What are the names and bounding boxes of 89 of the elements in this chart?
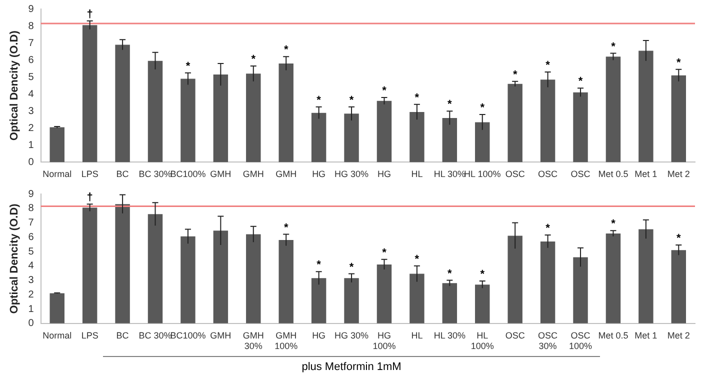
x-tick-label: GMH 100% — [274, 330, 298, 352]
data-label: * — [382, 246, 388, 259]
x-tick-label: Normal — [42, 169, 72, 180]
x-tick-label: GMH — [242, 169, 264, 180]
x-tick-label: OSC — [505, 169, 526, 180]
x-tick-label: HG — [312, 330, 326, 340]
x-tick-label: HG 100% — [372, 330, 396, 352]
data-label: * — [546, 222, 551, 235]
x-tick-label: Met 1 — [634, 330, 658, 340]
x-tick-label: GMH 30% — [242, 330, 264, 352]
y-tick-label: 3 — [28, 275, 34, 286]
x-tick-label: HL — [411, 330, 423, 340]
data-label: * — [251, 54, 256, 66]
data-label: * — [546, 60, 551, 72]
y-tick-label: 6 — [28, 232, 34, 243]
text: plus Metformin 1mM — [302, 361, 402, 373]
data-label: * — [676, 232, 682, 245]
x-tick-label: OSC 100% — [568, 330, 592, 352]
x-tick-label: Met 2 — [667, 169, 690, 180]
x-tick-label: HG — [377, 169, 391, 180]
y-tick-label: 8 — [28, 20, 34, 32]
x-tick-label: BC — [116, 330, 130, 340]
y-tick-label: 4 — [28, 88, 34, 100]
y-tick-label: 6 — [28, 54, 34, 66]
x-tick-label: GMH — [210, 330, 232, 340]
data-label: † — [86, 8, 93, 20]
y-axis-title: Optical Dencity (O.D) — [8, 203, 21, 314]
data-label: * — [414, 92, 420, 104]
y-tick-label: 3 — [28, 106, 34, 117]
y-tick-label: 1 — [28, 140, 34, 151]
y-tick-label: 5 — [28, 246, 34, 258]
x-tick-label: HL 30% — [434, 330, 466, 340]
x-tick-label: OSC — [538, 169, 558, 180]
x-tick-label: HL 30% — [434, 169, 466, 180]
data-label: * — [414, 253, 420, 266]
x-tick-label: Met 0.5 — [598, 169, 628, 180]
y-tick-label: 4 — [28, 260, 34, 272]
x-tick-label: OSC — [505, 330, 526, 340]
data-label: * — [676, 56, 682, 69]
y-tick-label: 7 — [28, 38, 34, 49]
data-label: * — [284, 222, 289, 234]
data-label: * — [512, 68, 518, 81]
data-label: * — [480, 268, 486, 281]
data-label: * — [284, 44, 289, 56]
x-tick-label: BC100% — [170, 169, 206, 180]
data-label: * — [316, 259, 322, 272]
y-tick-label: 9 — [28, 4, 34, 15]
x-tick-label: HL 100% — [464, 169, 501, 180]
x-tick-label: HL — [411, 169, 423, 180]
y-tick-label: 8 — [28, 203, 34, 214]
x-tick-label: BC 30% — [138, 169, 172, 180]
x-tick-label: HG — [312, 169, 326, 180]
x-tick-label: GMH — [276, 169, 297, 180]
data-label: * — [186, 60, 191, 72]
y-tick-label: 0 — [28, 318, 34, 330]
y-tick-label: 1 — [28, 304, 34, 315]
x-tick-label: BC100% — [170, 330, 206, 340]
x-tick-label: OSC — [570, 169, 591, 180]
x-tick-label: Met 0.5 — [598, 330, 628, 340]
x-tick-label: HG 30% — [334, 330, 369, 340]
y-tick-label: 9 — [28, 188, 34, 200]
x-tick-label: Met 1 — [634, 169, 658, 180]
y-tick-label: 5 — [28, 72, 34, 83]
x-tick-label: LPS — [81, 330, 98, 340]
y-tick-label: 0 — [28, 156, 34, 168]
data-label: * — [349, 261, 354, 274]
y-tick-label: 2 — [28, 289, 34, 300]
x-tick-label: HL 100% — [470, 330, 494, 352]
data-label: * — [480, 102, 486, 114]
data-label: † — [86, 192, 93, 204]
x-tick-label: BC — [116, 169, 130, 180]
data-label: * — [611, 218, 616, 230]
data-label: * — [349, 94, 354, 106]
y-tick-label: 7 — [28, 218, 34, 229]
data-label: * — [316, 94, 322, 106]
data-label: * — [578, 76, 584, 88]
y-axis-title: Optical Dencity (O.D) — [8, 30, 21, 141]
x-tick-label: BC 30% — [138, 330, 172, 340]
x-tick-label: Met 2 — [667, 330, 690, 340]
data-label: * — [448, 98, 453, 111]
data-label: * — [611, 40, 616, 53]
data-label: * — [448, 268, 453, 280]
x-tick-label: GMH — [210, 169, 232, 180]
x-tick-label: Normal — [42, 330, 72, 340]
y-tick-label: 2 — [28, 122, 34, 134]
x-tick-label: HG 30% — [334, 169, 369, 180]
x-tick-label: OSC 30% — [538, 330, 558, 352]
data-label: * — [382, 85, 388, 98]
x-tick-label: LPS — [81, 169, 98, 180]
